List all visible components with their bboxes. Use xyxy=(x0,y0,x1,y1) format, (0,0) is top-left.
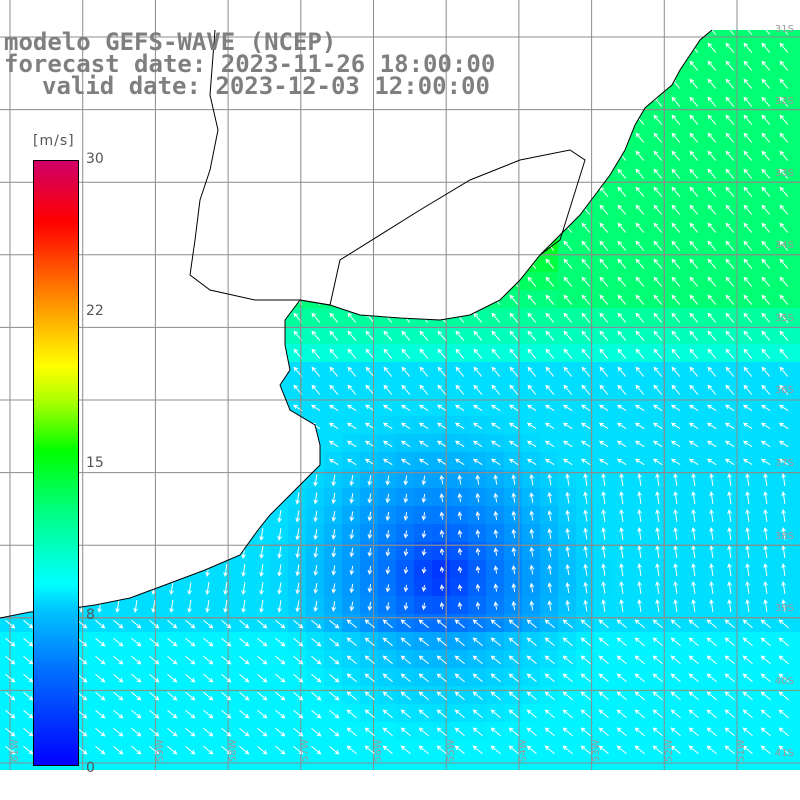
colorbar-tick: 8 xyxy=(86,607,95,623)
lat-label: 34S xyxy=(774,240,794,251)
lon-label: 54W xyxy=(518,739,529,762)
lat-label: 35S xyxy=(774,313,794,324)
model-title: modelo GEFS-WAVE (NCEP) xyxy=(4,28,337,56)
lat-label: 33S xyxy=(774,168,794,179)
lon-label: 61W xyxy=(10,739,21,762)
lon-label: 59W xyxy=(155,739,166,762)
lon-label: 52W xyxy=(664,739,675,762)
colorbar-unit: [m/s] xyxy=(33,133,75,149)
colorbar-tick: 22 xyxy=(86,303,104,319)
colorbar-tick: 0 xyxy=(86,760,95,776)
valid-date: valid date: 2023-12-03 12:00:00 xyxy=(42,72,490,100)
lon-label: 51W xyxy=(736,739,747,762)
lon-label: 56W xyxy=(373,739,384,762)
lat-label: 37S xyxy=(774,458,794,469)
colorbar xyxy=(33,160,79,766)
lon-label: 58W xyxy=(228,739,239,762)
lat-label: 40S xyxy=(774,676,794,687)
lon-label: 53W xyxy=(591,739,602,762)
lat-label: 36S xyxy=(774,385,794,396)
lon-label: 57W xyxy=(300,739,311,762)
coastline xyxy=(0,0,800,619)
lon-label: 55W xyxy=(446,739,457,762)
colorbar-tick: 30 xyxy=(86,151,104,167)
colorbar-tick: 15 xyxy=(86,455,104,471)
lat-label: 32S xyxy=(774,96,794,107)
lat-label: 38S xyxy=(774,531,794,542)
lat-label: 39S xyxy=(774,603,794,614)
lat-label: 41S xyxy=(774,748,794,759)
forecast-date: forecast date: 2023-11-26 18:00:00 xyxy=(4,50,496,78)
lat-label: 31S xyxy=(774,24,794,35)
